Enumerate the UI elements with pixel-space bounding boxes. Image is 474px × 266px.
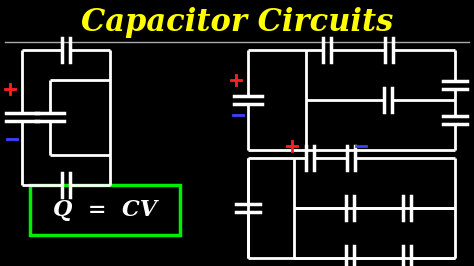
Text: Capacitor Circuits: Capacitor Circuits	[81, 6, 393, 38]
Text: Q  =  CV: Q = CV	[53, 199, 157, 221]
Bar	[30, 185, 180, 235]
